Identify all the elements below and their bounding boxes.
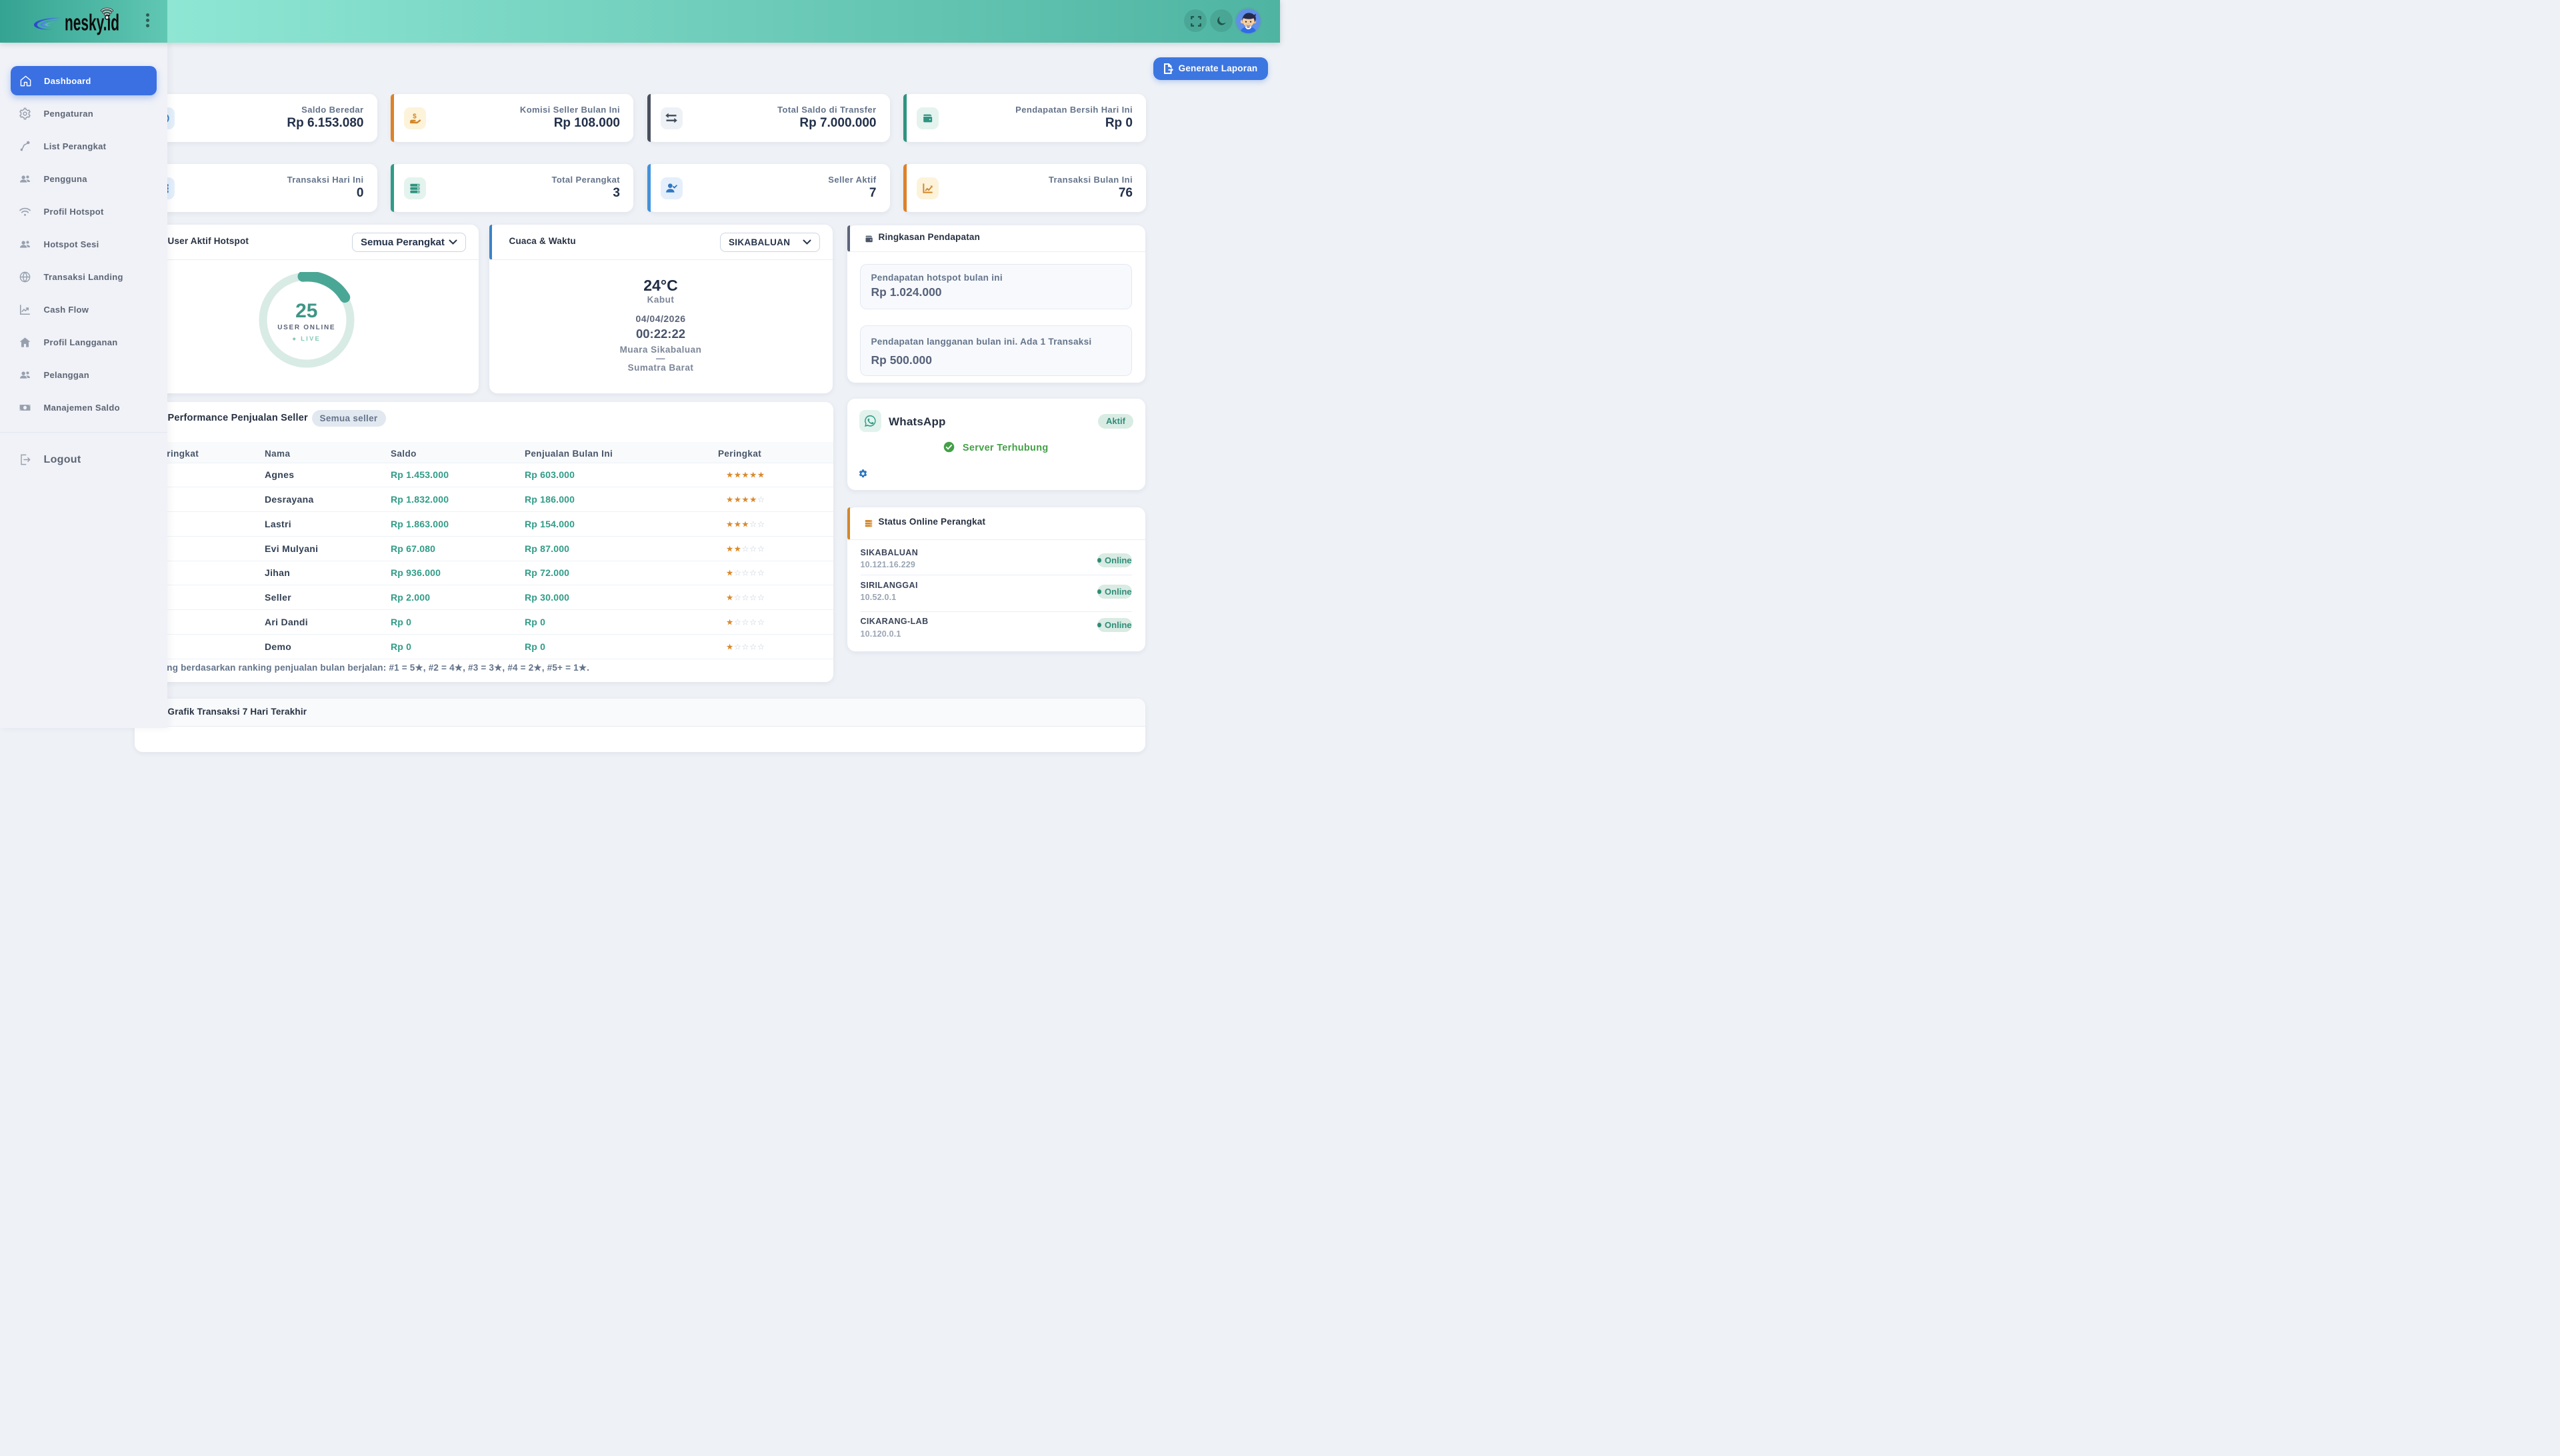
svg-text:nesky.id: nesky.id: [65, 11, 119, 36]
svg-text:$: $: [413, 113, 417, 120]
